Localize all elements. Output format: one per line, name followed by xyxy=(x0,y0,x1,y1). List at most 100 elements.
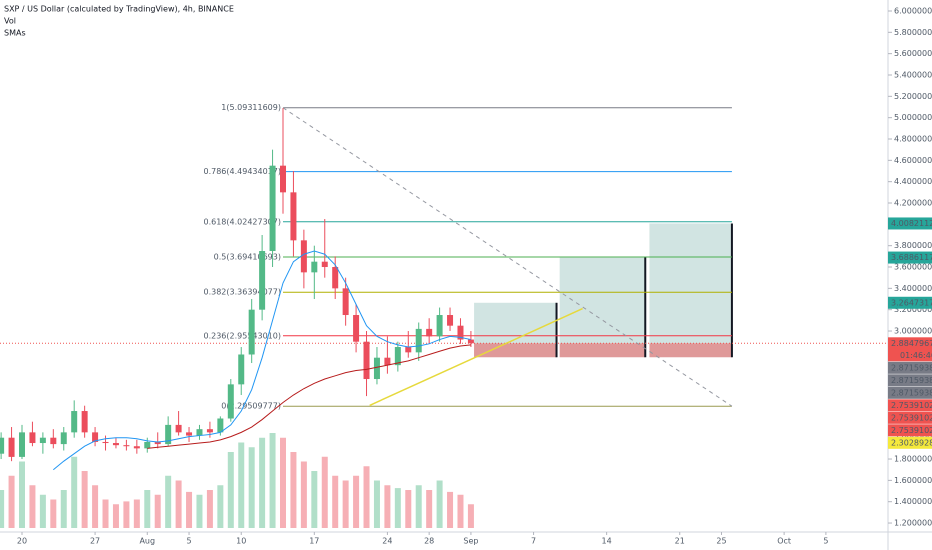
volume-bar xyxy=(426,490,433,528)
price-label-box xyxy=(888,337,932,362)
volume-bar xyxy=(269,433,276,528)
volume-bar xyxy=(8,475,15,528)
y-tick-label: 3.80000000 xyxy=(894,241,932,250)
volume-bar xyxy=(311,471,318,528)
price-label-box xyxy=(888,411,932,424)
candle-body xyxy=(217,418,224,433)
candle-body xyxy=(144,441,151,449)
candle-body xyxy=(467,339,474,344)
candle-body xyxy=(175,424,182,433)
volume-bar xyxy=(0,490,5,528)
candle-body xyxy=(269,165,276,252)
candle-body xyxy=(384,357,391,366)
price-label: 2.87159387 xyxy=(891,363,932,372)
volume-bar xyxy=(154,494,161,528)
volume-bar xyxy=(436,480,443,528)
volume-bar xyxy=(332,475,339,528)
indicator-label: Vol xyxy=(4,17,16,26)
stop-zone xyxy=(474,343,557,358)
candle-body xyxy=(405,347,412,353)
volume-bar xyxy=(227,452,234,528)
fib-label: 0(2.29509777) xyxy=(221,402,281,411)
price-label-box xyxy=(888,436,932,449)
candle-body xyxy=(18,432,25,457)
fib-label: 0.786(4.49434017) xyxy=(203,167,281,176)
candle-body xyxy=(227,384,234,419)
candle-body xyxy=(342,288,349,316)
price-label: 2.75391024 xyxy=(891,426,932,435)
x-tick-label: 20 xyxy=(17,537,27,546)
volume-bar xyxy=(39,494,46,528)
volume-bar xyxy=(467,504,474,528)
price-label-box xyxy=(888,361,932,374)
fib-label: 0.5(3.69410693) xyxy=(214,252,281,261)
candle-body xyxy=(123,445,130,447)
candle-body xyxy=(186,432,193,436)
volume-bar xyxy=(238,442,245,528)
candle-body xyxy=(447,315,454,326)
y-tick-label: 1.20000000 xyxy=(894,519,932,528)
candle-body xyxy=(436,315,443,337)
fib-label: 0.236(2.95543010) xyxy=(203,331,281,340)
x-tick-label: 7 xyxy=(531,537,536,546)
candle-body xyxy=(8,437,15,457)
candle-body xyxy=(426,328,433,337)
candle-body xyxy=(154,441,161,445)
volume-bar xyxy=(29,485,36,528)
y-tick-label: 4.20000000 xyxy=(894,199,932,208)
candle-body xyxy=(102,441,109,444)
candle-body xyxy=(311,261,318,273)
candle-body xyxy=(457,325,464,340)
volume-bar xyxy=(279,437,286,528)
price-label: 2.88479677 xyxy=(891,339,932,348)
volume-bar xyxy=(415,485,422,528)
y-tick-label: 5.20000000 xyxy=(894,92,932,101)
candle-body xyxy=(363,341,370,380)
candle-body xyxy=(353,315,360,342)
x-tick-label: 25 xyxy=(716,537,726,546)
price-label: 2.30289287 xyxy=(891,438,932,447)
candle-body xyxy=(206,429,213,433)
volume-bar xyxy=(405,490,412,528)
y-tick-label: 5.60000000 xyxy=(894,49,932,58)
volume-bar xyxy=(217,485,224,528)
y-tick-label: 5.00000000 xyxy=(894,113,932,122)
x-tick-label: Aug xyxy=(139,537,155,546)
diagonal-line xyxy=(282,107,733,407)
volume-bar xyxy=(321,456,328,528)
y-tick-label: 4.40000000 xyxy=(894,177,932,186)
volume-bar xyxy=(102,499,109,528)
volume-bar xyxy=(123,501,130,528)
price-label-box xyxy=(888,217,932,230)
volume-bar xyxy=(175,480,182,528)
volume-bar xyxy=(92,485,99,528)
x-tick-label: 21 xyxy=(675,537,685,546)
y-tick-label: 6.00000000 xyxy=(894,6,932,15)
volume-bar xyxy=(373,480,380,528)
volume-bar xyxy=(60,490,67,528)
target-zone xyxy=(474,302,557,344)
fib-label: 0.382(3.36394077) xyxy=(203,288,281,297)
volume-bar xyxy=(300,461,307,528)
x-tick-label: 5 xyxy=(186,537,191,546)
x-tick-label: 27 xyxy=(90,537,100,546)
volume-bar xyxy=(342,480,349,528)
volume-bar xyxy=(259,437,266,528)
volume-bar xyxy=(50,499,57,528)
price-label: 2.75391026 xyxy=(891,401,932,410)
candle-body xyxy=(112,443,119,446)
volume-bar xyxy=(447,491,454,528)
fib-label: 0.618(4.02427307) xyxy=(203,217,281,226)
y-tick-label: 4.80000000 xyxy=(894,135,932,144)
price-label-box xyxy=(888,424,932,437)
volume-bar xyxy=(196,494,203,528)
candle-body xyxy=(394,347,401,366)
stop-zone xyxy=(559,343,646,358)
volume-bar xyxy=(206,490,213,528)
y-tick-label: 3.20000000 xyxy=(894,305,932,314)
sma-line xyxy=(147,344,471,449)
indicator-label: SMAs xyxy=(4,29,26,38)
volume-bar xyxy=(290,452,297,528)
